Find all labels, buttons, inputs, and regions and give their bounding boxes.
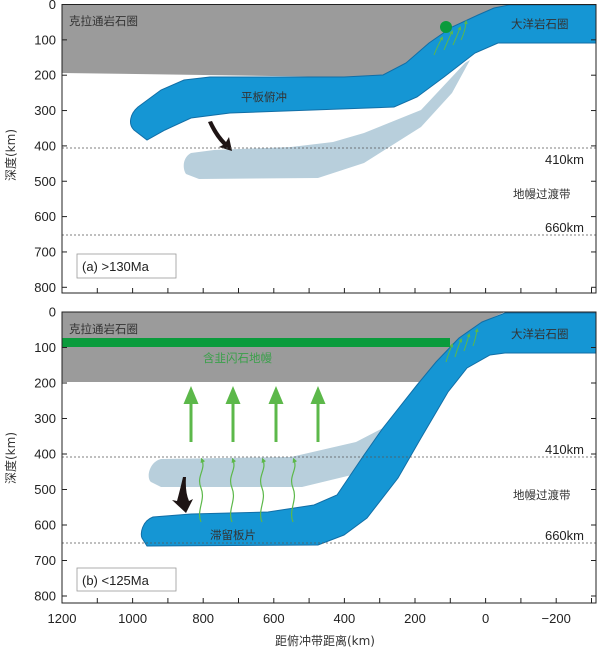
y-tick-label: 500: [34, 174, 56, 189]
ocean-lithosphere-label: 大洋岩石圈: [511, 17, 569, 31]
y-tick-label: 400: [34, 138, 56, 153]
amphibole-mantle-band: [62, 338, 450, 347]
y-tick-label: 800: [34, 280, 56, 295]
y-tick-label: 800: [34, 589, 56, 604]
d410-label: 410km: [545, 152, 584, 167]
x-axis: 1200 1000 800 600 400 200 0 −200: [48, 611, 571, 626]
fluid-arrows-b: [445, 328, 479, 363]
y-tick-label: 0: [49, 305, 56, 320]
axis-a: 0 100 200 300 400 500 600 700 800: [34, 0, 596, 295]
y-tick-label: 200: [34, 68, 56, 83]
sinking-arrow-icon: [208, 121, 232, 151]
axis-b: 0 100 200 300 400 500 600 700 800: [34, 305, 596, 604]
fluid-arrows-a: [433, 20, 468, 56]
y-tick-label: 0: [49, 0, 56, 12]
flat-slab-label: 平板俯冲: [241, 90, 287, 104]
flat-slab-a: [130, 4, 597, 141]
ocean-lithosphere-label: 大洋岩石圈: [511, 327, 569, 341]
wavy-fluid-arrows: [198, 457, 298, 523]
d410-label: 410km: [545, 442, 584, 457]
y-axis-label-b: 深度(km): [3, 432, 18, 484]
old-slab-a: [183, 60, 470, 179]
x-tick-label: 0: [482, 611, 489, 626]
x-tick-label: 1000: [118, 611, 147, 626]
stagnant-slab-b: [140, 312, 597, 547]
y-tick-label: 500: [34, 482, 56, 497]
panel-a: 克拉通岩石圈 大洋岩石圈 平板俯冲 410km 地幔过渡带 660km (a) …: [34, 0, 597, 295]
amphibole-mantle-label: 含韭闪石地幔: [203, 351, 272, 365]
y-tick-label: 700: [34, 553, 56, 568]
craton-label: 克拉通岩石圈: [69, 322, 138, 336]
y-tick-label: 600: [34, 518, 56, 533]
y-tick-label: 700: [34, 244, 56, 259]
x-tick-label: −200: [542, 611, 571, 626]
stagnant-slab-label: 滞留板片: [210, 528, 256, 542]
x-tick-label: 800: [192, 611, 214, 626]
y-tick-label: 300: [34, 411, 56, 426]
legend-text-b: (b) <125Ma: [82, 573, 150, 588]
legend-text-a: (a) >130Ma: [82, 259, 150, 274]
x-tick-label: 400: [334, 611, 356, 626]
x-tick-label: 1200: [48, 611, 77, 626]
y-tick-label: 300: [34, 103, 56, 118]
x-axis-label: 距俯冲带距离(km): [275, 633, 375, 648]
frame-a: [61, 4, 597, 294]
transition-zone-label: 地幔过渡带: [513, 187, 571, 201]
y-tick-label: 600: [34, 209, 56, 224]
frame-b: [61, 311, 597, 604]
melt-blob-icon: [440, 21, 452, 33]
craton-lithosphere-a: [62, 5, 509, 77]
y-tick-label: 100: [34, 340, 56, 355]
panel-b: 克拉通岩石圈 大洋岩石圈 含韭闪石地幔 滞留板片 410km 地幔过渡带 660…: [34, 305, 597, 604]
x-tick-label: 200: [404, 611, 426, 626]
y-tick-label: 200: [34, 376, 56, 391]
legend-box-b: [76, 567, 177, 592]
transition-zone-label: 地幔过渡带: [513, 488, 571, 502]
sinking-arrow-icon: [172, 477, 193, 513]
d660-label: 660km: [545, 220, 584, 235]
upward-fluid-arrows: [183, 386, 326, 442]
legend-box-a: [76, 253, 177, 279]
y-tick-label: 100: [34, 32, 56, 47]
craton-label: 克拉通岩石圈: [69, 14, 138, 28]
x-tick-label: 600: [263, 611, 285, 626]
y-axis-label-a: 深度(km): [3, 129, 18, 181]
d660-label: 660km: [545, 528, 584, 543]
y-tick-label: 400: [34, 447, 56, 462]
old-slab-b: [148, 400, 410, 487]
